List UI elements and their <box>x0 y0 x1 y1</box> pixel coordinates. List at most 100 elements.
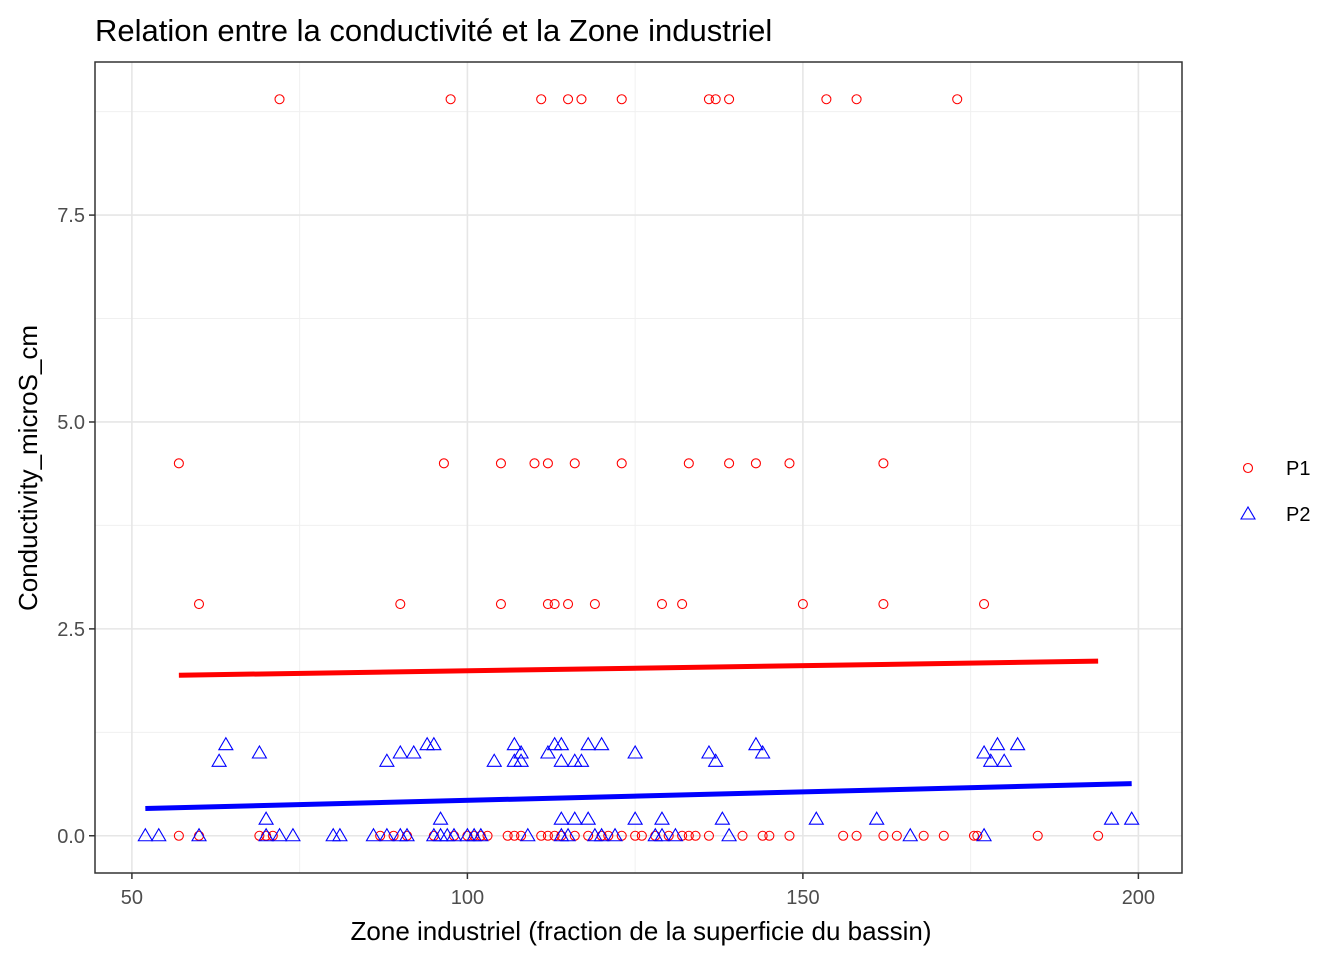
legend-label-p1: P1 <box>1286 458 1310 480</box>
data-point-p2 <box>996 753 1013 767</box>
chart-title: Relation entre la conductivité et la Zon… <box>95 13 772 48</box>
data-point-p1 <box>851 830 862 841</box>
plot-background <box>95 62 1182 873</box>
data-point-p1 <box>274 94 285 105</box>
data-point-p1 <box>838 830 849 841</box>
data-point-p1 <box>690 830 701 841</box>
data-point-p2 <box>553 736 570 751</box>
fit-line-p2 <box>145 781 1132 811</box>
data-point-p2 <box>747 736 764 751</box>
data-point-p1 <box>542 830 553 841</box>
data-point-p1 <box>1093 830 1104 841</box>
data-point-p1 <box>952 94 963 105</box>
data-point-p2 <box>506 736 523 751</box>
y-tick-label: 5.0 <box>57 412 85 434</box>
y-tick-label: 0.0 <box>57 826 85 848</box>
data-point-p2 <box>654 811 670 825</box>
data-point-p2 <box>580 811 597 825</box>
data-point-p2 <box>486 753 503 767</box>
data-point-p1 <box>536 94 547 105</box>
data-point-p2 <box>472 827 489 842</box>
data-point-p2 <box>976 744 993 759</box>
data-point-p1 <box>495 458 506 469</box>
data-point-p1 <box>173 458 184 469</box>
data-point-p1 <box>636 830 647 841</box>
data-point-p2 <box>425 736 442 751</box>
data-point-p2 <box>1123 811 1140 825</box>
data-point-p1 <box>737 830 748 841</box>
data-point-p2 <box>553 811 570 825</box>
data-point-p1 <box>569 458 580 469</box>
x-axis: 50 100 150 200 <box>121 873 1155 909</box>
data-point-p2 <box>573 753 590 767</box>
data-point-p1 <box>173 830 184 841</box>
data-point-p2 <box>539 744 556 759</box>
y-tick-label: 7.5 <box>57 205 85 227</box>
data-point-p2 <box>284 827 301 842</box>
data-point-p2 <box>654 827 670 842</box>
data-point-p2 <box>191 827 207 842</box>
data-point-p2 <box>593 827 610 842</box>
data-point-p2 <box>593 736 610 751</box>
data-point-p1 <box>851 94 862 105</box>
data-point-p2 <box>378 827 395 842</box>
data-point-p2 <box>271 827 288 842</box>
data-point-p1 <box>703 94 715 105</box>
data-point-p2 <box>902 827 919 842</box>
data-point-p2 <box>405 744 422 759</box>
data-point-p2 <box>392 744 409 759</box>
data-point-p1 <box>529 458 540 469</box>
data-point-p2 <box>378 753 395 767</box>
data-point-p1 <box>616 458 627 469</box>
data-point-p1 <box>1032 830 1043 841</box>
data-point-p1 <box>710 94 721 105</box>
data-point-p1 <box>764 830 775 841</box>
data-point-p2 <box>566 811 583 825</box>
data-point-p1 <box>878 598 889 610</box>
data-point-p1 <box>536 830 547 841</box>
data-point-p1 <box>589 598 600 610</box>
data-point-p2 <box>513 753 530 767</box>
fit-line-p1 <box>178 658 1099 678</box>
data-point-p2 <box>432 811 449 825</box>
data-point-p1 <box>784 830 795 841</box>
data-point-p2 <box>150 827 167 842</box>
data-point-p1 <box>724 458 735 469</box>
data-point-p1 <box>750 458 761 469</box>
x-axis-title: Zone industriel (fraction de la superfic… <box>351 916 932 946</box>
data-point-p1 <box>576 94 587 105</box>
data-point-p1 <box>683 830 694 841</box>
data-point-p1 <box>891 830 902 841</box>
y-axis-title: Conductivity_microS_cm <box>13 325 43 611</box>
data-point-p1 <box>683 458 694 469</box>
data-point-p1 <box>549 598 560 610</box>
data-point-p1 <box>821 94 832 105</box>
legend-key-p2 <box>1240 505 1256 520</box>
data-point-p2 <box>331 827 348 842</box>
data-point-p2 <box>721 827 738 842</box>
data-point-p2 <box>365 827 382 842</box>
data-point-p1 <box>979 598 990 610</box>
data-point-p1 <box>703 830 715 841</box>
data-point-p2 <box>137 827 154 842</box>
data-point-p2 <box>446 827 462 842</box>
data-point-p2 <box>580 736 597 751</box>
data-point-p2 <box>714 811 731 825</box>
x-tick-label: 150 <box>786 887 819 909</box>
data-point-p2 <box>258 827 275 842</box>
data-point-p2 <box>1103 811 1120 825</box>
data-point-p1 <box>797 598 808 610</box>
legend-key-p1 <box>1242 462 1254 474</box>
data-point-p1 <box>562 598 574 610</box>
data-point-p1 <box>757 830 768 841</box>
data-point-p2 <box>217 736 234 751</box>
data-point-p1 <box>542 598 553 610</box>
x-tick-label: 100 <box>451 887 484 909</box>
y-axis: 0.0 2.5 5.0 7.5 <box>57 205 95 848</box>
x-tick-label: 200 <box>1122 887 1155 909</box>
data-point-p2 <box>707 753 724 767</box>
legend: P1 P2 <box>1240 458 1310 526</box>
data-point-p2 <box>513 744 530 759</box>
data-point-p2 <box>607 827 623 842</box>
